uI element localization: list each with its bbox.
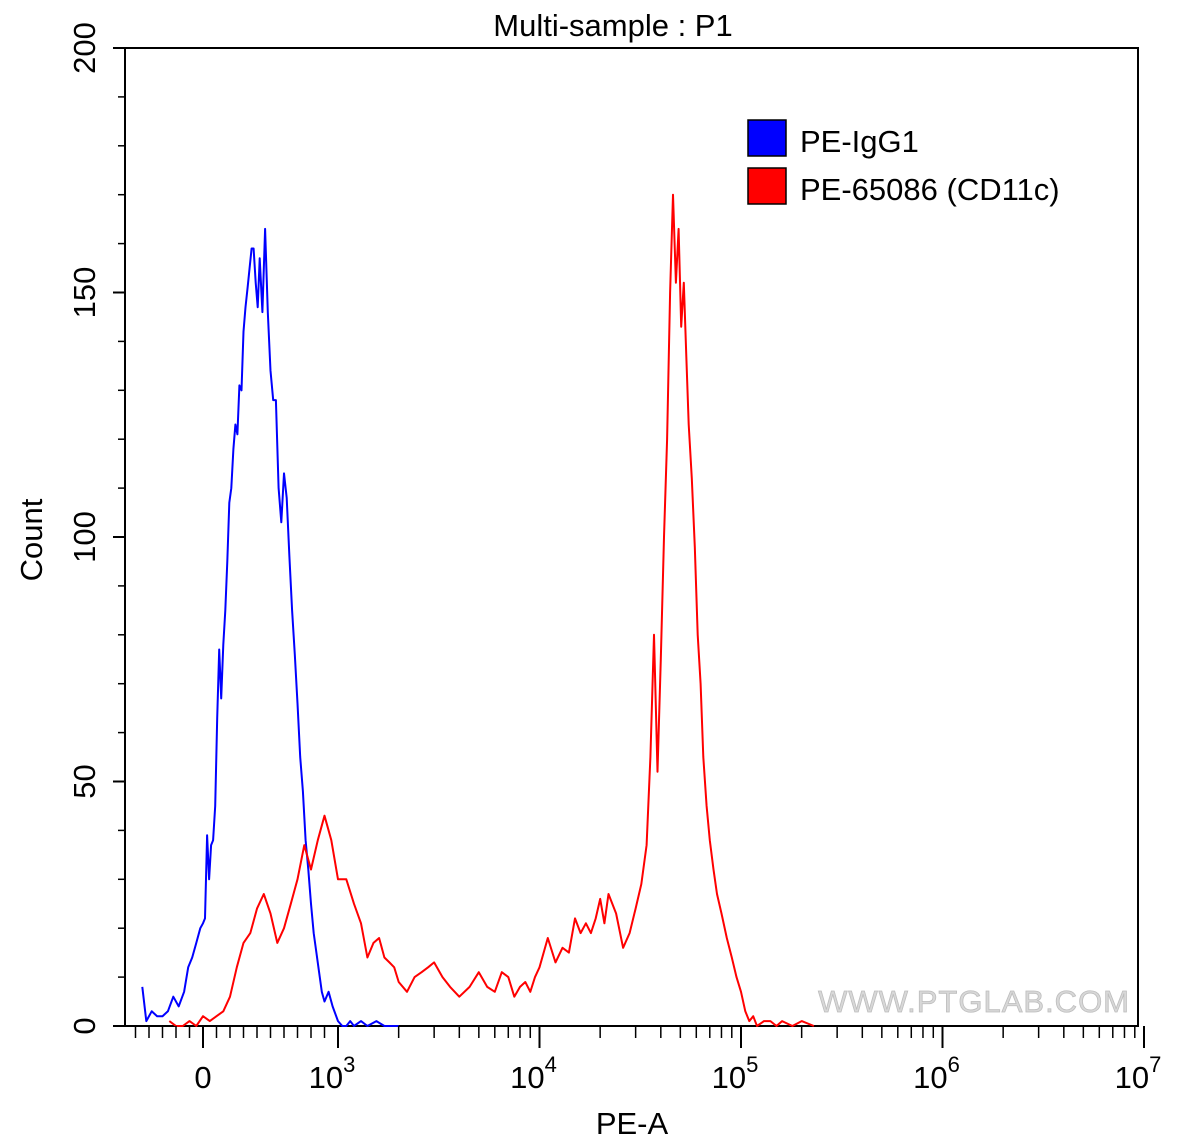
x-tick-label: 107 bbox=[1115, 1052, 1162, 1095]
legend-label-igg1: PE-IgG1 bbox=[800, 124, 919, 159]
y-tick-label: 50 bbox=[67, 764, 102, 798]
x-tick-label: 0 bbox=[194, 1060, 211, 1095]
series-layer bbox=[141, 193, 815, 1027]
legend-swatch-igg1 bbox=[747, 119, 787, 157]
x-tick-label: 106 bbox=[913, 1052, 960, 1095]
x-axis-label: PE-A bbox=[596, 1106, 669, 1141]
x-tick-label: 103 bbox=[309, 1052, 356, 1095]
series-line-1 bbox=[141, 227, 399, 1027]
y-tick-label: 100 bbox=[67, 511, 102, 563]
x-tick-label: 104 bbox=[510, 1052, 557, 1095]
watermark: WWW.PTGLAB.COM bbox=[818, 984, 1130, 1019]
x-tick-exponent: 4 bbox=[545, 1052, 557, 1077]
x-tick-exponent: 5 bbox=[746, 1052, 758, 1077]
chart-title: Multi-sample : P1 bbox=[493, 8, 732, 43]
x-tick-exponent: 3 bbox=[343, 1052, 355, 1077]
x-tick-exponent: 6 bbox=[948, 1052, 960, 1077]
y-tick-label: 0 bbox=[67, 1017, 102, 1034]
y-tick-label: 200 bbox=[67, 22, 102, 74]
y-axis-label: Count bbox=[14, 498, 49, 581]
series-line-2 bbox=[168, 193, 815, 1027]
x-tick-exponent: 7 bbox=[1149, 1052, 1161, 1077]
plot-frame bbox=[124, 47, 1139, 1027]
legend-swatch-cd11c bbox=[747, 167, 787, 205]
y-tick-label: 150 bbox=[67, 267, 102, 319]
x-tick-label: 105 bbox=[712, 1052, 759, 1095]
legend-label-cd11c: PE-65086 (CD11c) bbox=[800, 172, 1060, 207]
legend: PE-IgG1 PE-65086 (CD11c) bbox=[747, 119, 1060, 207]
